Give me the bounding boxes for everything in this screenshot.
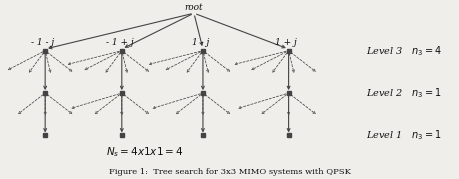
Text: root: root: [184, 3, 203, 12]
Text: Level 2   $n_3 = 1$: Level 2 $n_3 = 1$: [366, 86, 441, 100]
Text: Level 1   $n_3 = 1$: Level 1 $n_3 = 1$: [366, 129, 441, 142]
Text: 1 + j: 1 + j: [275, 38, 297, 47]
Text: Level 3   $n_3 = 4$: Level 3 $n_3 = 4$: [365, 44, 441, 58]
Text: - 1 + j: - 1 + j: [106, 38, 133, 47]
Text: - 1 - j: - 1 - j: [31, 38, 54, 47]
Text: $N_s = 4x1x1 = 4$: $N_s = 4x1x1 = 4$: [106, 145, 183, 159]
Text: 1 - j: 1 - j: [192, 38, 209, 47]
Text: Figure 1:  Tree search for 3x3 MIMO systems with QPSK: Figure 1: Tree search for 3x3 MIMO syste…: [109, 168, 350, 176]
